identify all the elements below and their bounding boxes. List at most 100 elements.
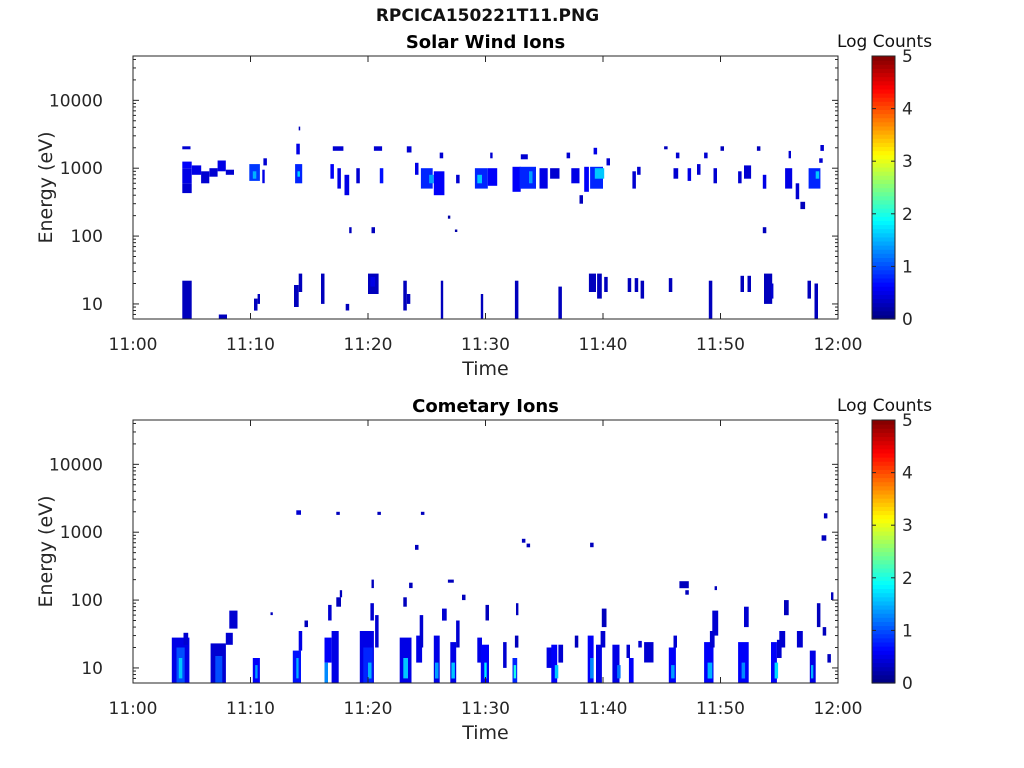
data-cell: [744, 165, 752, 179]
data-cell: [550, 168, 560, 179]
data-cell: [409, 582, 413, 589]
data-cell: [720, 146, 724, 151]
colorbar-segment: [872, 60, 895, 65]
data-cell: [807, 280, 811, 299]
colorbar-segment: [872, 432, 895, 438]
x-axis-label: Time: [461, 358, 509, 380]
data-cell: [503, 642, 507, 668]
panel-title: Cometary Ions: [412, 396, 559, 417]
data-cell: [332, 146, 344, 151]
colorbar-tick-label: 5: [902, 411, 913, 431]
colorbar-segment: [872, 294, 895, 300]
colorbar-segment: [872, 604, 895, 610]
data-cell: [419, 615, 424, 648]
colorbar-segment: [872, 670, 895, 676]
x-tick-label: 11:10: [226, 699, 275, 719]
panel-title: Solar Wind Ions: [406, 32, 565, 53]
colorbar-segment: [872, 142, 895, 148]
data-cells: [182, 126, 824, 319]
data-cell: [370, 603, 374, 621]
data-cell: [626, 644, 630, 658]
data-cell: [704, 642, 714, 683]
colorbar-segment: [872, 187, 895, 193]
data-cell: [815, 171, 820, 179]
data-cell: [415, 162, 419, 175]
data-cell: [673, 635, 677, 648]
colorbar-segment: [872, 547, 895, 553]
data-cell: [675, 152, 680, 159]
colorbar-segment: [872, 220, 895, 226]
data-cell: [178, 658, 183, 679]
data-cell: [218, 314, 227, 319]
data-cell: [435, 662, 439, 679]
colorbar-segment: [872, 236, 895, 242]
data-cell: [521, 538, 526, 543]
data-cell: [640, 280, 645, 299]
colorbar-segment: [872, 273, 895, 279]
data-cell: [217, 160, 226, 172]
colorbar-segment: [872, 576, 895, 581]
data-cell: [671, 665, 675, 679]
data-cell: [433, 635, 440, 683]
colorbar-segment: [872, 456, 895, 462]
colorbar-segment: [872, 208, 895, 213]
colorbar-segment: [872, 138, 895, 143]
colorbar-segment: [872, 282, 895, 287]
colorbar-segment: [872, 559, 895, 565]
data-cell: [379, 168, 384, 184]
colorbar-segment: [872, 68, 895, 74]
data-cell: [744, 606, 749, 628]
data-cell: [321, 273, 325, 304]
colorbar-segment: [872, 146, 895, 152]
data-cell: [612, 644, 620, 683]
data-cell: [416, 635, 423, 663]
data-cell: [375, 615, 379, 648]
colorbar-tick-label: 1: [902, 257, 913, 277]
data-cell: [741, 662, 746, 679]
data-cell: [590, 542, 594, 548]
data-cell: [328, 604, 332, 621]
colorbar-segment: [872, 629, 895, 635]
data-cell: [368, 662, 372, 679]
colorbar-segment: [872, 465, 895, 470]
data-cell: [456, 620, 460, 648]
y-tick-label: 10000: [49, 91, 103, 111]
colorbar-segment: [872, 580, 895, 585]
colorbar-segment: [872, 290, 895, 295]
colorbar-segment: [872, 658, 895, 664]
colorbar-segment: [872, 249, 895, 254]
data-cell: [377, 511, 381, 515]
colorbar-segment: [872, 506, 895, 512]
data-cell: [439, 152, 444, 159]
data-cell: [451, 662, 455, 679]
y-tick-label: 1000: [60, 159, 103, 179]
data-cell: [462, 594, 466, 601]
data-cell: [514, 635, 519, 648]
data-cell: [606, 158, 610, 166]
colorbar-segment: [872, 563, 895, 569]
colorbar-segment: [872, 195, 895, 201]
data-cell: [209, 168, 218, 177]
x-tick-label: 11:00: [109, 335, 158, 355]
data-cell: [558, 644, 564, 663]
data-cell: [225, 632, 233, 645]
data-cell: [740, 275, 744, 292]
data-cell: [604, 276, 608, 292]
colorbar-segment: [872, 522, 895, 528]
x-tick-label: 11:50: [696, 335, 745, 355]
colorbar-segment: [872, 150, 895, 156]
colorbar-tick-label: 1: [902, 621, 913, 641]
x-axis-label: Time: [461, 722, 509, 744]
data-cell: [229, 610, 238, 629]
data-cell: [191, 165, 202, 175]
data-cell: [182, 183, 192, 194]
colorbar-segment: [872, 216, 895, 221]
colorbar-segment: [872, 555, 895, 561]
data-cell: [215, 656, 223, 683]
colorbar-segment: [872, 56, 895, 61]
data-cell: [590, 658, 594, 679]
